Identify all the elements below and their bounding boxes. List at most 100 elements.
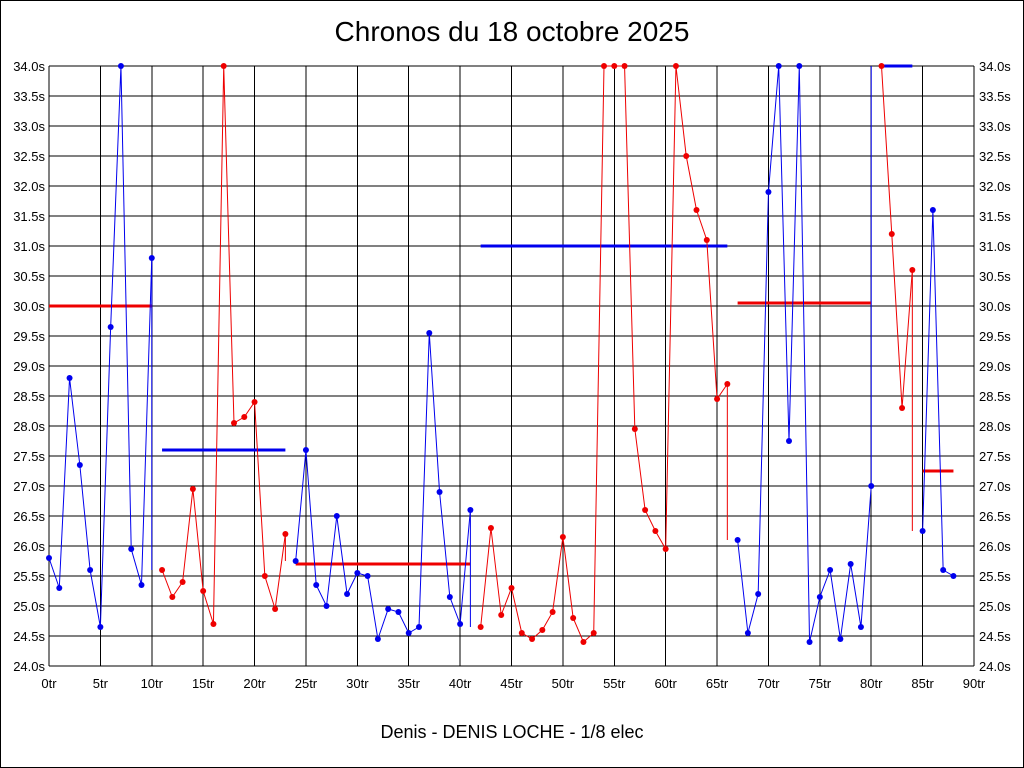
chart-footer: Denis - DENIS LOCHE - 1/8 elec (380, 722, 644, 742)
data-point (313, 582, 320, 588)
series-line (881, 65, 913, 409)
data-point (323, 603, 330, 609)
y-tick-label-right: 24.0s (979, 659, 1011, 674)
data-point (827, 567, 834, 573)
data-point (405, 630, 412, 636)
data-point (261, 573, 268, 579)
data-point (210, 621, 217, 627)
x-tick-label: 80tr (860, 676, 883, 691)
data-point (518, 630, 525, 636)
y-tick-label-right: 26.0s (979, 539, 1011, 554)
y-tick-label-right: 30.5s (979, 269, 1011, 284)
data-point (919, 528, 926, 534)
data-point (117, 63, 124, 69)
data-point (272, 606, 279, 612)
data-point (56, 585, 63, 591)
data-point (549, 609, 556, 615)
data-point (508, 585, 515, 591)
data-point (940, 567, 947, 573)
data-point (796, 63, 803, 69)
data-point (76, 462, 83, 468)
series-line (922, 209, 954, 577)
data-point (539, 627, 546, 633)
y-tick-label-right: 29.5s (979, 329, 1011, 344)
data-point (559, 534, 566, 540)
x-tick-label: 10tr (141, 676, 164, 691)
y-tick-label-left: 33.0s (13, 119, 45, 134)
data-point (302, 447, 309, 453)
data-point (487, 525, 494, 531)
data-point (621, 63, 628, 69)
data-point (888, 231, 895, 237)
y-tick-label-left: 27.0s (13, 479, 45, 494)
data-point (200, 588, 207, 594)
y-tick-label-right: 28.5s (979, 389, 1011, 404)
y-tick-label-right: 32.5s (979, 149, 1011, 164)
y-tick-label-left: 28.5s (13, 389, 45, 404)
x-tick-label: 70tr (757, 676, 780, 691)
series-line (480, 65, 728, 643)
data-point (385, 606, 392, 612)
x-tick-label: 75tr (809, 676, 832, 691)
y-tick-label-left: 27.5s (13, 449, 45, 464)
data-point (333, 513, 340, 519)
y-tick-label-left: 30.5s (13, 269, 45, 284)
data-point (734, 537, 741, 543)
data-point (755, 591, 762, 597)
data-point (446, 594, 453, 600)
x-tick-label: 20tr (243, 676, 266, 691)
data-point (467, 507, 474, 513)
data-point (128, 546, 135, 552)
y-tick-label-right: 32.0s (979, 179, 1011, 194)
y-tick-label-right: 24.5s (979, 629, 1011, 644)
data-point (416, 624, 422, 630)
data-point (138, 582, 145, 588)
y-tick-label-right: 27.0s (979, 479, 1011, 494)
data-point (251, 399, 258, 405)
data-point (703, 237, 710, 243)
series-points (46, 63, 957, 645)
data-point (601, 63, 607, 69)
data-point (344, 591, 351, 597)
y-tick-label-left: 26.0s (13, 539, 45, 554)
data-point (642, 507, 649, 513)
y-tick-label-right: 31.0s (979, 239, 1011, 254)
y-tick-label-left: 29.0s (13, 359, 45, 374)
data-point (672, 63, 679, 69)
series-line (161, 65, 286, 625)
y-tick-label-right: 29.0s (979, 359, 1011, 374)
data-point (683, 153, 690, 159)
data-point (241, 414, 248, 420)
data-point (693, 207, 700, 213)
y-tick-label-right: 26.5s (979, 509, 1011, 524)
data-point (97, 624, 104, 630)
y-tick-label-left: 25.5s (13, 569, 45, 584)
data-point (436, 489, 443, 495)
x-tick-label: 60tr (654, 676, 677, 691)
grid-lines (48, 65, 975, 667)
data-point (148, 255, 155, 261)
data-point (220, 63, 227, 69)
y-tick-label-left: 31.5s (13, 209, 45, 224)
y-tick-label-left: 30.0s (13, 299, 45, 314)
x-tick-label: 0tr (41, 676, 57, 691)
data-point (590, 630, 597, 636)
data-point (231, 420, 237, 426)
chart-title: Chronos du 18 octobre 2025 (334, 16, 690, 47)
y-tick-label-left: 28.0s (13, 419, 45, 434)
y-tick-label-right: 30.0s (979, 299, 1011, 314)
tick-labels: 24.0s 24.0s 24.5s 24.5s 25.0s 25.0s 25.5s 25.5s… (13, 59, 1011, 691)
data-point (837, 636, 844, 642)
y-tick-label-left: 25.0s (13, 599, 45, 614)
data-point (878, 63, 885, 69)
data-point (282, 531, 289, 537)
data-point (570, 615, 577, 621)
data-point (868, 483, 875, 489)
data-point (631, 426, 638, 432)
data-point (847, 561, 854, 567)
data-point (354, 570, 361, 576)
data-point (909, 267, 916, 273)
y-tick-label-right: 27.5s (979, 449, 1011, 464)
data-point (714, 396, 721, 402)
